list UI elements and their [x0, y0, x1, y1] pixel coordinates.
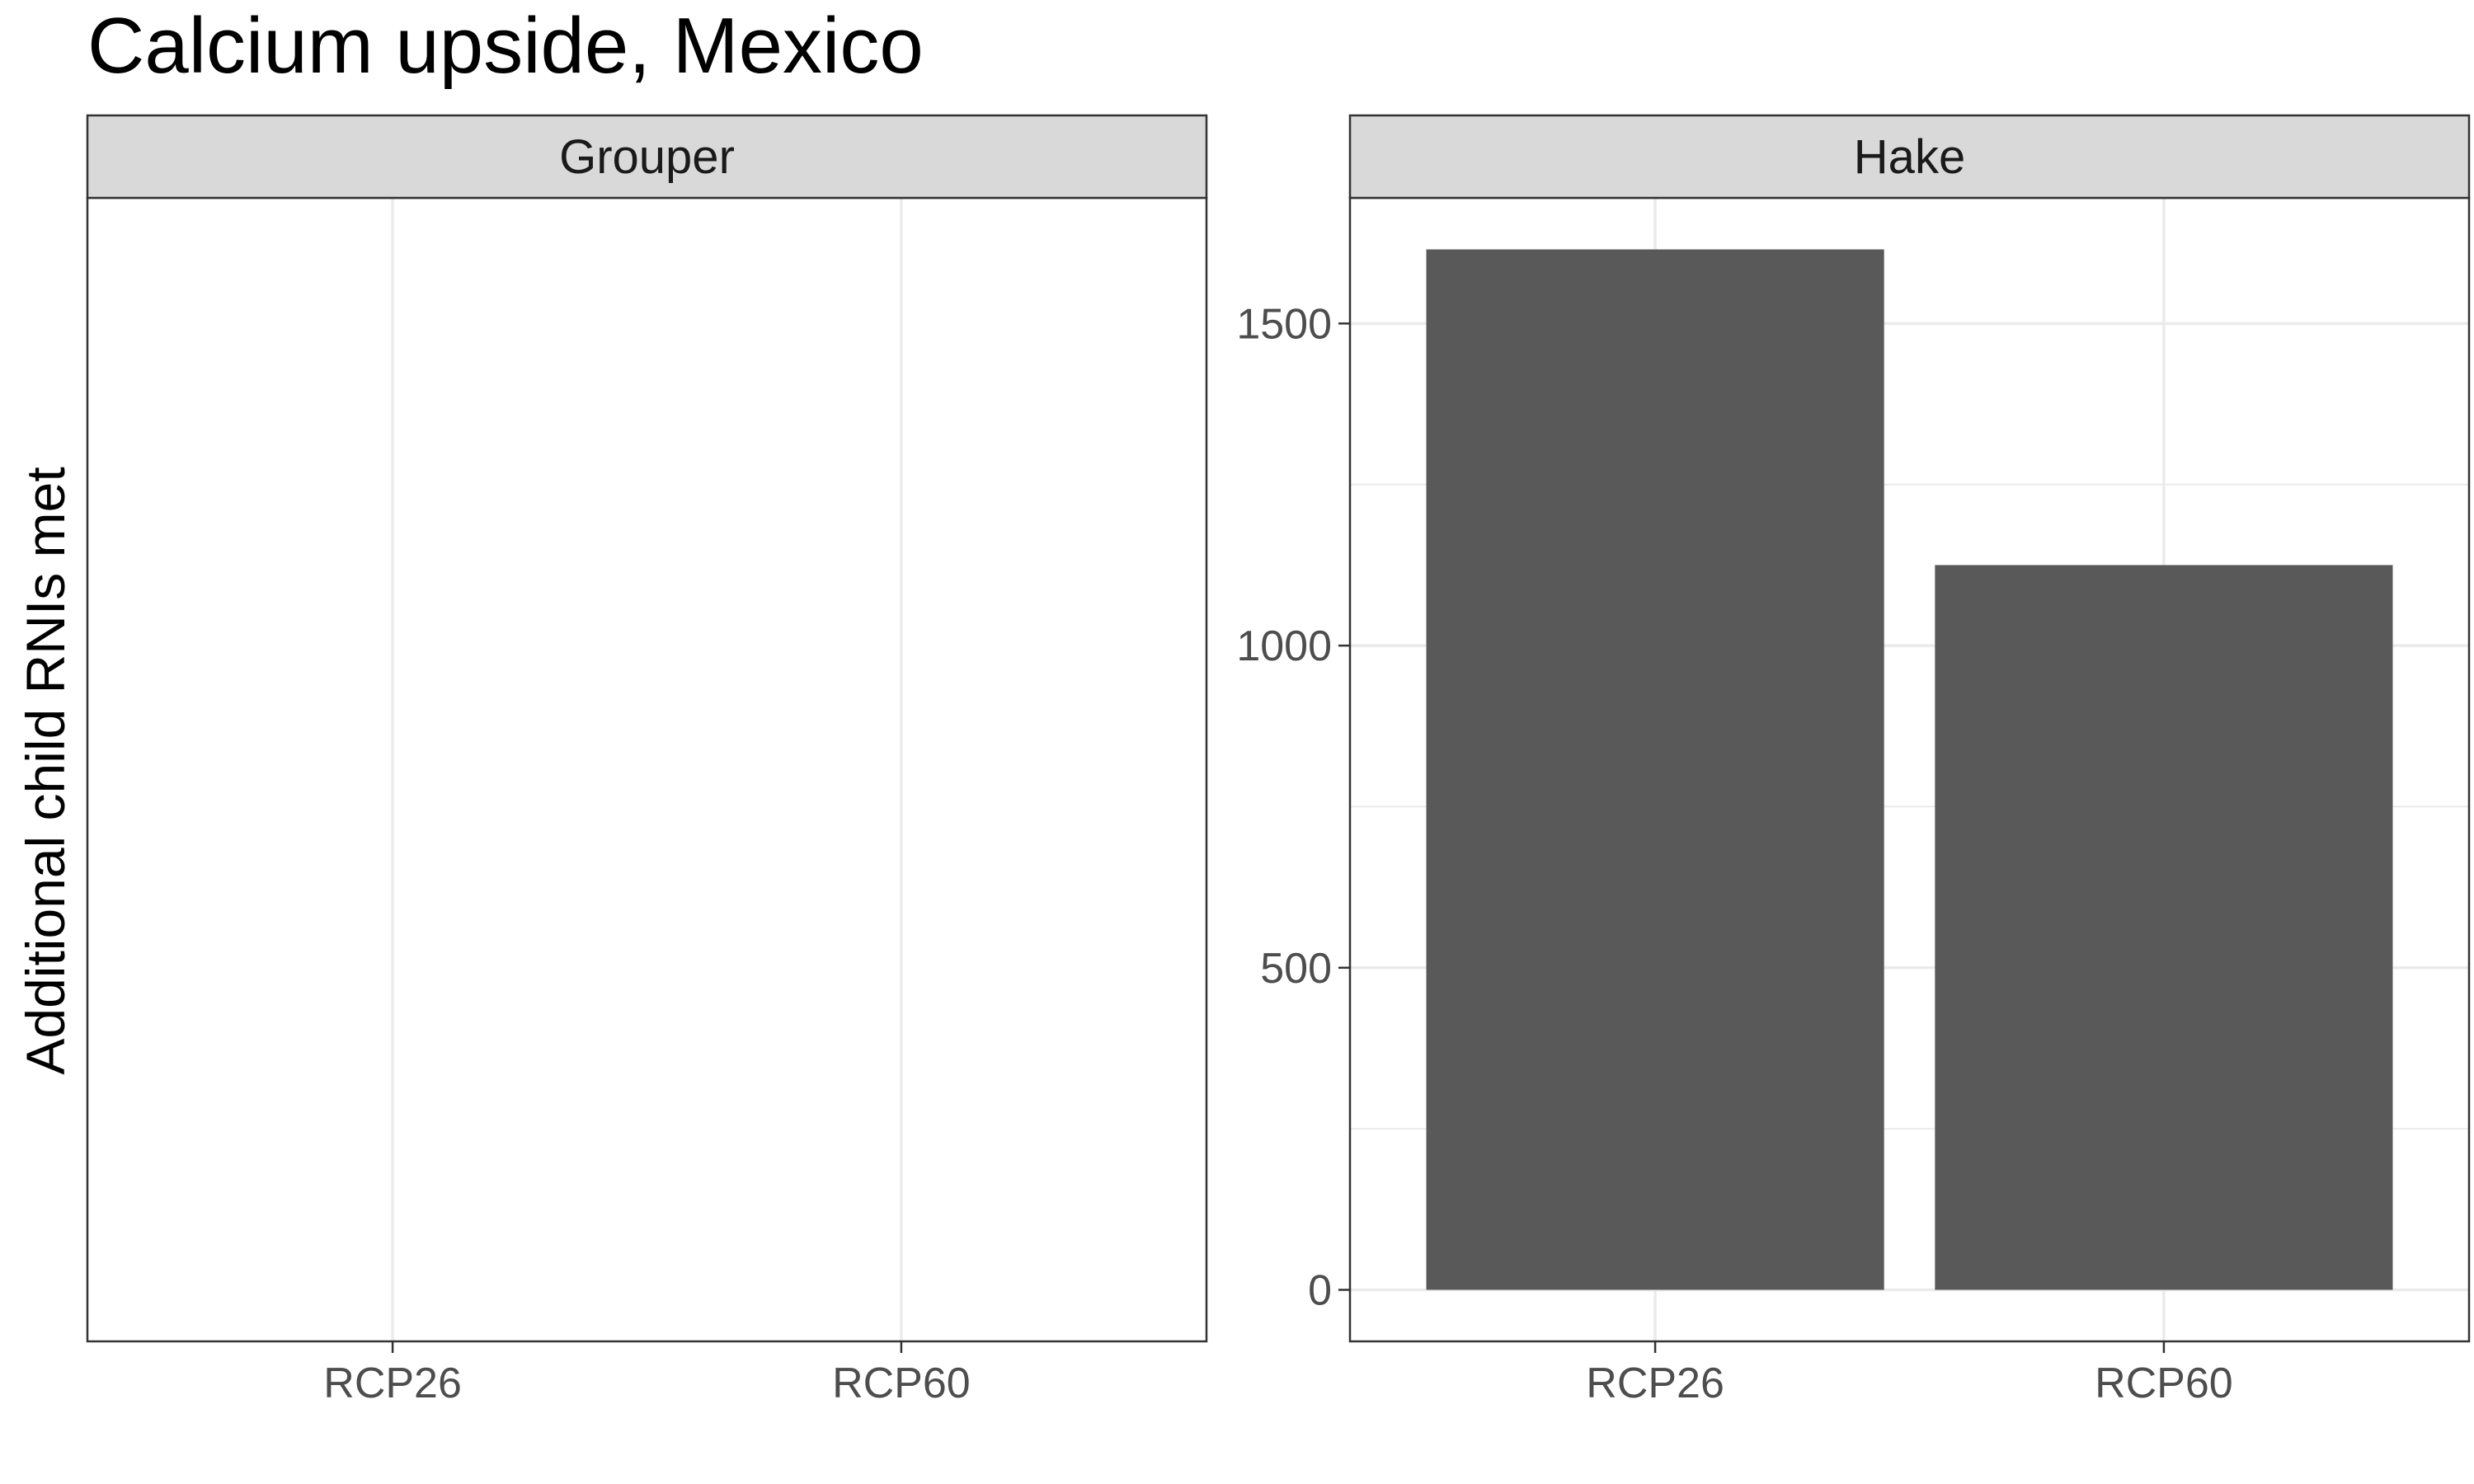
panel-grouper: Grouper RCP26 RCP60 [86, 114, 1208, 1407]
y-tick-label: 0 [1308, 1266, 1332, 1314]
x-tick-label: RCP26 [1586, 1360, 1724, 1407]
chart-title: Calcium upside, Mexico [87, 2, 924, 90]
y-tick-label: 500 [1260, 945, 1332, 993]
facet-strip [86, 114, 1208, 200]
facet-strip [1348, 114, 2471, 200]
x-tick-label: RCP60 [832, 1360, 971, 1407]
x-tick-label: RCP26 [323, 1360, 462, 1407]
bar-hake-rcp60 [1935, 565, 2393, 1290]
y-tick-label: 1000 [1236, 622, 1332, 670]
panel-background [87, 198, 1206, 1341]
y-tick-label: 1500 [1236, 300, 1332, 348]
facet-label: Grouper [559, 130, 735, 184]
facet-label: Hake [1854, 130, 1965, 184]
bar-hake-rcp26 [1426, 249, 1884, 1290]
y-axis-label: Additional child RNIs met [15, 467, 76, 1074]
x-tick-label: RCP60 [2095, 1360, 2233, 1407]
panel-hake: Hake RCP26 RCP60 0 500 1000 1500 [1236, 114, 2471, 1407]
